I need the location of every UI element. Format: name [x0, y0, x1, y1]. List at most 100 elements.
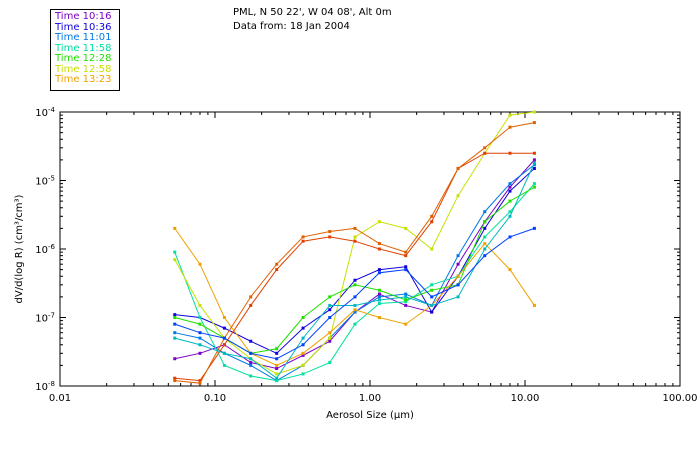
- data-point: [456, 274, 460, 278]
- data-point: [377, 220, 381, 224]
- date-text: Data from: 18 Jan 2004: [233, 21, 350, 32]
- data-point: [249, 295, 253, 299]
- data-point: [532, 226, 536, 230]
- data-point: [532, 303, 536, 307]
- x-tick-label: 1.00: [359, 393, 381, 404]
- axis-labels: 0.01 0.10 1.00 10.00 100.00 10-4 10-5 10-6 10-7 1…: [14, 106, 698, 421]
- data-point: [483, 242, 487, 246]
- data-point: [377, 242, 381, 246]
- data-point: [508, 113, 512, 117]
- series-line: [174, 186, 535, 354]
- data-point: [198, 331, 202, 335]
- data-point: [508, 189, 512, 193]
- data-point: [353, 295, 357, 299]
- data-point: [430, 295, 434, 299]
- data-point: [328, 303, 332, 307]
- data-point: [275, 262, 279, 266]
- x-tick-label: 10.00: [511, 393, 540, 404]
- data-point: [301, 363, 305, 367]
- data-point: [173, 322, 177, 326]
- data-point: [198, 262, 202, 266]
- data-point: [301, 372, 305, 376]
- data-point: [328, 361, 332, 365]
- y-tick-label: 10-7: [35, 312, 55, 325]
- data-point: [222, 316, 226, 319]
- data-point: [353, 308, 357, 312]
- legend-entry: Time 11:01: [55, 32, 112, 43]
- location-text: PML, N 50 22', W 04 08', Alt 0m: [233, 7, 392, 18]
- data-point: [328, 230, 332, 234]
- data-point: [377, 298, 381, 302]
- data-point: [249, 363, 253, 367]
- data-point: [353, 310, 357, 314]
- data-point: [377, 247, 381, 251]
- legend-entry: Time 10:36: [55, 21, 112, 33]
- legend-entry: Time 10:16: [55, 11, 112, 22]
- data-point: [404, 298, 408, 302]
- data-point: [301, 353, 305, 357]
- data-point: [483, 235, 487, 239]
- data-point: [430, 283, 434, 287]
- x-axis-label: Aerosol Size (μm): [326, 410, 414, 421]
- data-point: [249, 357, 253, 361]
- data-point: [249, 303, 253, 307]
- data-point: [377, 292, 381, 296]
- data-point: [173, 250, 177, 254]
- data-point: [353, 303, 357, 307]
- data-point: [301, 235, 305, 239]
- data-point: [173, 313, 177, 317]
- data-point: [328, 336, 332, 340]
- data-point: [508, 210, 512, 214]
- data-point: [275, 351, 279, 355]
- data-point: [508, 182, 512, 186]
- data-point: [173, 357, 177, 361]
- data-point: [173, 379, 177, 383]
- x-tick-label: 0.01: [49, 393, 71, 404]
- axis-ticks: [59, 112, 680, 387]
- legend-entry: Time 11:58: [55, 42, 112, 54]
- data-point: [173, 258, 177, 262]
- data-point: [483, 210, 487, 214]
- data-point: [430, 220, 434, 224]
- data-point: [249, 339, 253, 343]
- data-point: [301, 336, 305, 340]
- legend-entry: Time 12:28: [55, 53, 112, 64]
- data-point: [430, 288, 434, 292]
- data-point: [532, 110, 536, 114]
- data-point: [198, 303, 202, 307]
- y-tick-label: 10-5: [35, 175, 55, 188]
- data-point: [404, 226, 408, 230]
- series-line: [174, 152, 535, 382]
- series-line: [174, 162, 535, 379]
- data-point: [222, 343, 226, 347]
- data-point: [430, 303, 434, 307]
- data-point: [430, 214, 434, 218]
- data-point: [328, 316, 332, 319]
- data-point: [301, 351, 305, 355]
- data-point: [532, 185, 536, 189]
- plot-frame: [59, 111, 681, 387]
- data-point: [275, 347, 279, 351]
- data-point: [508, 151, 512, 155]
- data-point: [328, 235, 332, 239]
- data-point: [173, 376, 177, 380]
- data-point: [532, 121, 536, 125]
- x-tick-label: 100.00: [663, 393, 698, 404]
- data-point: [404, 295, 408, 299]
- data-point: [353, 322, 357, 326]
- data-point: [456, 262, 460, 266]
- data-point: [404, 265, 408, 269]
- data-point: [198, 316, 202, 319]
- data-point: [377, 288, 381, 292]
- series-line: [174, 183, 535, 382]
- data-point: [532, 182, 536, 186]
- chart-header: PML, N 50 22', W 04 08', Alt 0m Data fro…: [233, 6, 392, 34]
- data-point: [249, 374, 253, 378]
- series-line: [174, 159, 535, 370]
- data-point: [222, 363, 226, 367]
- chart-legend: Time 10:16 Time 10:36 Time 11:01 Time 11:58…: [50, 9, 120, 91]
- data-point: [275, 372, 279, 376]
- data-point: [353, 226, 357, 230]
- data-point: [483, 220, 487, 224]
